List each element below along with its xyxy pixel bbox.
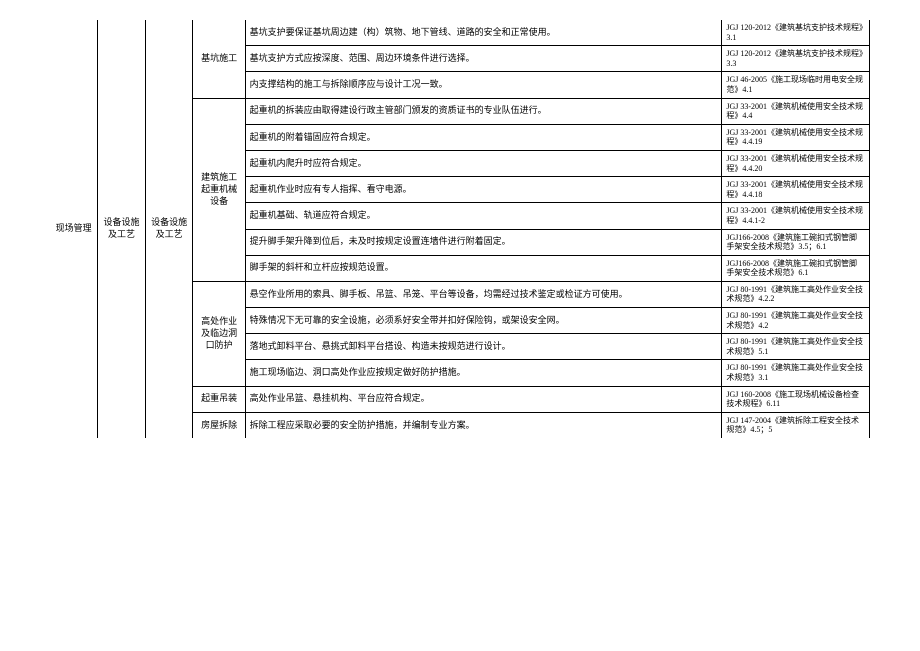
cell-ref: JGJ166-2008《建筑施工碗扣式钢管脚手架安全技术规范》6.1 bbox=[722, 255, 870, 281]
col3-label: 设备设施及工艺 bbox=[145, 20, 193, 438]
cell-ref: JGJ 33-2001《建筑机械使用安全技术规程》4.4.20 bbox=[722, 150, 870, 176]
table-row: 现场管理 设备设施及工艺 设备设施及工艺 基坑施工 基坑支护要保证基坑周边建（构… bbox=[50, 20, 870, 46]
group-label: 房屋拆除 bbox=[193, 412, 245, 438]
cell-desc: 基坑支护要保证基坑周边建（构）筑物、地下管线、道路的安全和正常使用。 bbox=[245, 20, 722, 46]
cell-desc: 施工现场临边、洞口高处作业应按规定做好防护措施。 bbox=[245, 360, 722, 386]
cell-desc: 落地式卸料平台、悬挑式卸料平台搭设、构造未按规范进行设计。 bbox=[245, 334, 722, 360]
cell-desc: 起重机的拆装应由取得建设行政主管部门颁发的资质证书的专业队伍进行。 bbox=[245, 98, 722, 124]
standards-table: 现场管理 设备设施及工艺 设备设施及工艺 基坑施工 基坑支护要保证基坑周边建（构… bbox=[50, 20, 870, 438]
cell-ref: JGJ 147-2004《建筑拆除工程安全技术规范》4.5；5 bbox=[722, 412, 870, 438]
cell-ref: JGJ 80-1991《建筑施工高处作业安全技术规范》5.1 bbox=[722, 334, 870, 360]
cell-ref: JGJ 120-2012《建筑基坑支护技术规程》3.1 bbox=[722, 20, 870, 46]
cell-desc: 高处作业吊篮、悬挂机构、平台应符合规定。 bbox=[245, 386, 722, 412]
cell-desc: 起重机作业时应有专人指挥、看守电源。 bbox=[245, 177, 722, 203]
cell-desc: 内支撑结构的施工与拆除顺序应与设计工况一致。 bbox=[245, 72, 722, 98]
cell-desc: 悬空作业所用的索具、脚手板、吊篮、吊笼、平台等设备，均需经过技术鉴定或检证方可使… bbox=[245, 281, 722, 307]
cell-desc: 起重机基础、轨道应符合规定。 bbox=[245, 203, 722, 229]
cell-ref: JGJ 160-2008《施工现场机械设备检查技术规程》6.11 bbox=[722, 386, 870, 412]
group-label: 起重吊装 bbox=[193, 386, 245, 412]
cell-ref: JGJ 33-2001《建筑机械使用安全技术规程》4.4 bbox=[722, 98, 870, 124]
cell-ref: JGJ 120-2012《建筑基坑支护技术规程》3.3 bbox=[722, 46, 870, 72]
group-label: 基坑施工 bbox=[193, 20, 245, 98]
cell-desc: 提升脚手架升降到位后，未及时按规定设置连墙件进行附着固定。 bbox=[245, 229, 722, 255]
cell-ref: JGJ 33-2001《建筑机械使用安全技术规程》4.4.19 bbox=[722, 124, 870, 150]
cell-desc: 脚手架的斜杆和立杆应按规范设置。 bbox=[245, 255, 722, 281]
cell-desc: 基坑支护方式应按深度、范围、周边环境条件进行选择。 bbox=[245, 46, 722, 72]
cell-desc: 特殊情况下无可靠的安全设施，必须系好安全带并扣好保险钩，或架设安全网。 bbox=[245, 308, 722, 334]
col1-label: 现场管理 bbox=[50, 20, 98, 438]
col2-label: 设备设施及工艺 bbox=[98, 20, 146, 438]
cell-ref: JGJ 80-1991《建筑施工高处作业安全技术规范》4.2 bbox=[722, 308, 870, 334]
cell-ref: JGJ166-2008《建筑施工碗扣式钢管脚手架安全技术规范》3.5；6.1 bbox=[722, 229, 870, 255]
cell-desc: 起重机内爬升时应符合规定。 bbox=[245, 150, 722, 176]
group-label: 高处作业及临边洞口防护 bbox=[193, 281, 245, 386]
cell-desc: 起重机的附着锚固应符合规定。 bbox=[245, 124, 722, 150]
cell-ref: JGJ 80-1991《建筑施工高处作业安全技术规范》4.2.2 bbox=[722, 281, 870, 307]
group-label: 建筑施工起重机械设备 bbox=[193, 98, 245, 281]
cell-ref: JGJ 80-1991《建筑施工高处作业安全技术规范》3.1 bbox=[722, 360, 870, 386]
cell-desc: 拆除工程应采取必要的安全防护措施，并编制专业方案。 bbox=[245, 412, 722, 438]
cell-ref: JGJ 33-2001《建筑机械使用安全技术规程》4.4.1-2 bbox=[722, 203, 870, 229]
cell-ref: JGJ 33-2001《建筑机械使用安全技术规程》4.4.18 bbox=[722, 177, 870, 203]
cell-ref: JGJ 46-2005《施工现场临时用电安全规范》4.1 bbox=[722, 72, 870, 98]
